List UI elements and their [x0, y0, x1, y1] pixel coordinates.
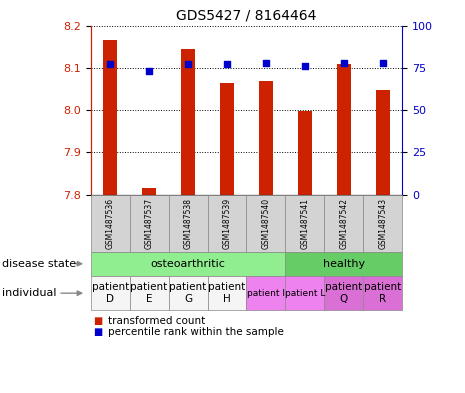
- Bar: [142, 188, 156, 195]
- Text: GSM1487538: GSM1487538: [184, 198, 193, 248]
- Point: [262, 60, 270, 66]
- Text: individual: individual: [2, 288, 57, 298]
- Text: ■: ■: [93, 327, 102, 337]
- Bar: [298, 111, 312, 195]
- Text: percentile rank within the sample: percentile rank within the sample: [108, 327, 284, 337]
- Bar: [376, 90, 390, 195]
- Text: patient
G: patient G: [169, 283, 206, 304]
- Text: GSM1487540: GSM1487540: [261, 197, 271, 249]
- Bar: [220, 83, 234, 195]
- Text: GSM1487542: GSM1487542: [339, 198, 348, 248]
- Text: transformed count: transformed count: [108, 316, 206, 327]
- Text: patient
E: patient E: [131, 283, 168, 304]
- Text: osteoarthritic: osteoarthritic: [151, 259, 226, 269]
- Point: [106, 61, 114, 68]
- Text: healthy: healthy: [323, 259, 365, 269]
- Point: [301, 63, 309, 69]
- Point: [146, 68, 153, 74]
- Point: [379, 60, 386, 66]
- Bar: [181, 49, 195, 195]
- Text: GSM1487537: GSM1487537: [145, 197, 153, 249]
- Bar: [259, 81, 273, 195]
- Text: GSM1487543: GSM1487543: [378, 197, 387, 249]
- Text: patient
D: patient D: [92, 283, 129, 304]
- Text: patient
Q: patient Q: [325, 283, 362, 304]
- Title: GDS5427 / 8164464: GDS5427 / 8164464: [176, 9, 317, 23]
- Text: patient
H: patient H: [208, 283, 246, 304]
- Point: [223, 61, 231, 68]
- Text: patient L: patient L: [285, 289, 325, 298]
- Bar: [103, 40, 117, 195]
- Text: patient I: patient I: [247, 289, 285, 298]
- Text: GSM1487541: GSM1487541: [300, 198, 309, 248]
- Text: ■: ■: [93, 316, 102, 327]
- Point: [184, 61, 192, 68]
- Text: patient
R: patient R: [364, 283, 401, 304]
- Point: [340, 60, 347, 66]
- Bar: [337, 64, 351, 195]
- Text: GSM1487539: GSM1487539: [222, 197, 232, 249]
- Text: GSM1487536: GSM1487536: [106, 197, 115, 249]
- Text: disease state: disease state: [2, 259, 76, 269]
